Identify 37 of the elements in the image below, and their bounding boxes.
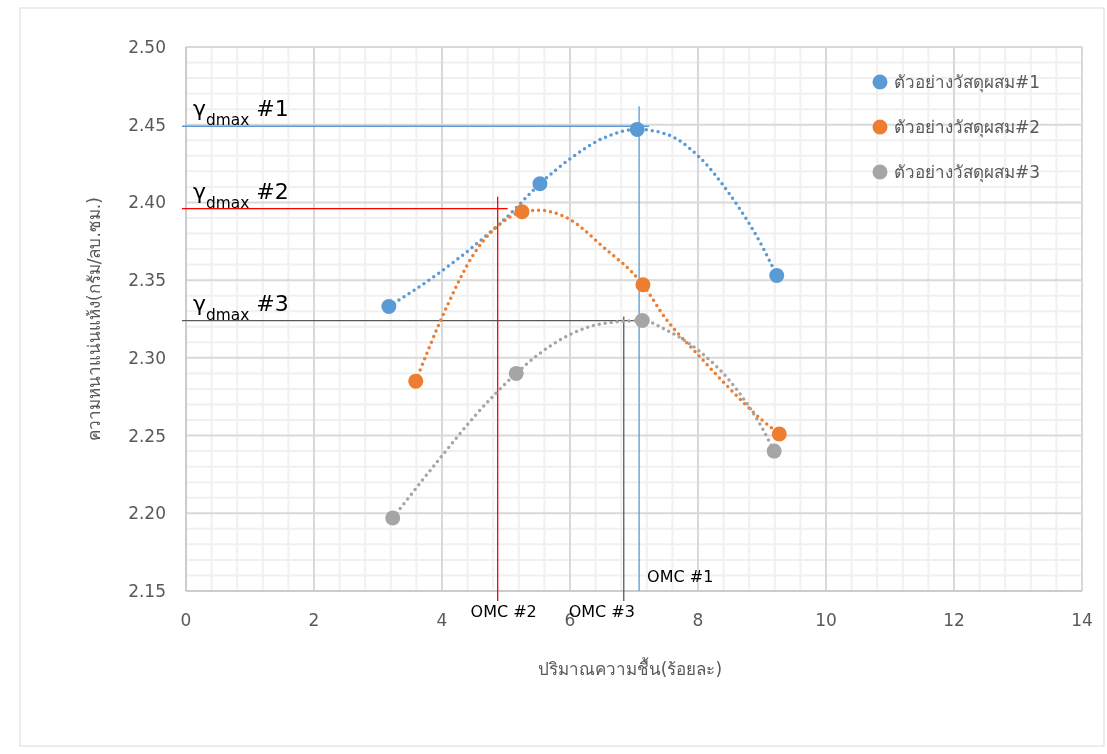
point: [634, 313, 650, 329]
point: [629, 121, 645, 137]
legend-label: ตัวอย่างวัสดุผสม#1: [894, 72, 1041, 93]
point: [766, 443, 782, 459]
point: [408, 373, 424, 389]
point: [771, 426, 787, 442]
ref-line-label: γ$_{dmax}$ #1: [193, 96, 289, 130]
y-tick-label: 2.30: [128, 347, 166, 368]
x-tick-label: 4: [436, 610, 448, 630]
y-tick-label: 2.20: [128, 503, 166, 524]
point: [769, 267, 785, 283]
y-tick-label: 2.25: [128, 425, 166, 446]
y-tick-label: 2.35: [128, 270, 166, 291]
y-tick-label: 2.45: [128, 114, 166, 135]
point: [508, 365, 524, 381]
y-tick-label: 2.50: [128, 37, 166, 57]
ref-line-label: OMC #1: [647, 567, 714, 586]
x-tick-label: 14: [1071, 610, 1093, 630]
x-tick-label: 8: [692, 610, 704, 630]
x-axis-title: ปริมาณความชื้น(ร้อยละ): [537, 657, 723, 679]
y-tick-label: 2.15: [128, 581, 166, 601]
x-tick-label: 12: [943, 610, 965, 630]
ref-line-label: OMC #2: [470, 602, 537, 621]
y-tick-label: 2.40: [128, 192, 166, 213]
point: [385, 510, 401, 526]
x-tick-label: 2: [308, 610, 320, 630]
point: [381, 299, 397, 315]
point: [635, 277, 651, 293]
ref-line-label: γ$_{dmax}$ #3: [193, 290, 289, 324]
legend-label: ตัวอย่างวัสดุผสม#3: [894, 162, 1041, 183]
ref-line-label: γ$_{dmax}$ #2: [193, 178, 289, 212]
x-tick-label: 10: [815, 610, 837, 630]
point: [532, 176, 548, 192]
y-axis-title: ความหนาแน่นแห้ง(กรัม/ลบ.ซม.): [84, 197, 104, 441]
legend-label: ตัวอย่างวัสดุผสม#2: [894, 117, 1041, 138]
point: [514, 204, 530, 220]
x-tick-label: 0: [180, 610, 192, 630]
